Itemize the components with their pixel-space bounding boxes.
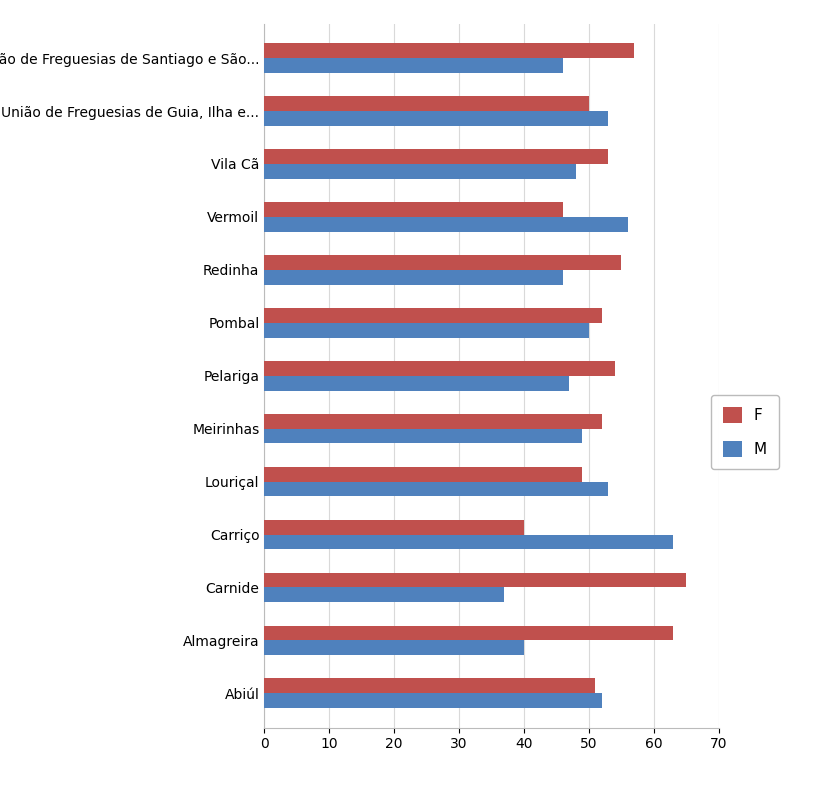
Bar [264, 573, 686, 588]
Bar [264, 164, 576, 179]
Bar [264, 323, 589, 338]
Bar [264, 111, 608, 126]
Bar [264, 202, 563, 217]
Bar [264, 217, 628, 232]
Bar [264, 520, 524, 535]
Bar [264, 308, 602, 323]
Bar [264, 97, 589, 111]
Bar [264, 361, 615, 376]
Bar [264, 58, 563, 73]
Bar [264, 535, 673, 549]
Bar [264, 414, 602, 429]
Bar [264, 588, 505, 602]
Bar [264, 467, 582, 482]
Bar [264, 149, 608, 164]
Bar [264, 255, 621, 270]
Bar [264, 44, 634, 58]
Bar [264, 482, 608, 497]
Legend: F, M: F, M [711, 395, 779, 469]
Bar [264, 429, 582, 444]
Bar [264, 376, 569, 391]
Bar [264, 626, 673, 641]
Bar [264, 679, 596, 694]
Bar [264, 270, 563, 285]
Bar [264, 694, 602, 708]
Bar [264, 641, 524, 655]
